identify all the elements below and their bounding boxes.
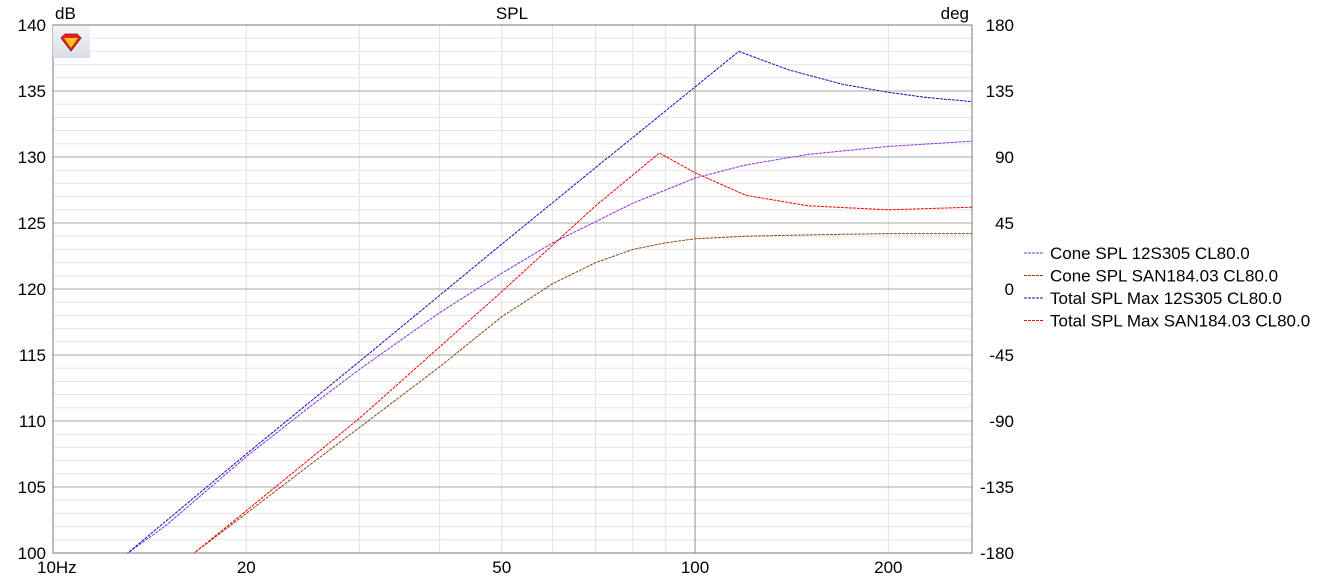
y-right-tick-label: -45 [989,346,1014,365]
y-left-tick-label: 105 [18,478,46,497]
series-line-4 [193,152,972,553]
y-left-tick-label: 110 [19,412,46,431]
legend-label: Cone SPL SAN184.03 CL80.0 [1050,267,1278,286]
chart-title: SPL [496,4,528,23]
x-tick-label: 20 [237,558,256,576]
y-right-unit-label: deg [941,4,969,23]
legend-item: Cone SPL 12S305 CL80.0 [1024,244,1250,263]
series-layer [126,50,972,553]
y-left-tick-label: 140 [18,16,46,35]
y-left-tick-label: 115 [19,346,46,365]
plot-frame [52,24,973,554]
y-right-tick-label: -135 [980,478,1014,497]
y-left-tick-label: 130 [18,148,46,167]
x-tick-label: 10Hz [37,558,77,576]
legend-label: Total SPL Max 12S305 CL80.0 [1050,289,1282,308]
y-right-tick-label: 90 [995,148,1014,167]
legend: Cone SPL 12S305 CL80.0 Cone SPL SAN184.03… [1024,244,1310,331]
legend-item: Total SPL Max SAN184.03 CL80.0 [1024,312,1310,331]
series-line-2 [193,233,972,553]
y-left-tick-label: 125 [18,214,46,233]
series-line-1 [127,140,972,553]
app-logo [53,26,90,58]
legend-label: Total SPL Max SAN184.03 CL80.0 [1050,312,1310,331]
y-left-tick-label: 135 [18,82,46,101]
y-right-tick-label: -180 [980,544,1014,563]
y-left-tick-label: 120 [18,280,46,299]
legend-item: Cone SPL SAN184.03 CL80.0 [1024,267,1278,286]
y-left-unit-label: dB [55,4,76,23]
y-right-tick-label: -90 [989,412,1014,431]
y-left-tick-label: 100 [18,544,46,563]
tick-labels: 140 135 130 125 120 115 110 105 100 180 135 90 45 0 -4… [18,16,1014,576]
x-tick-label: 50 [492,558,511,576]
x-tick-label: 100 [681,558,709,576]
y-right-tick-label: 180 [986,16,1014,35]
legend-label: Cone SPL 12S305 CL80.0 [1050,244,1250,263]
y-right-tick-label: 0 [1005,280,1014,299]
y-right-tick-label: 135 [986,82,1014,101]
major-gridlines [52,24,972,554]
series-line-3 [126,50,972,553]
minor-gridlines [52,25,972,553]
y-right-tick-label: 45 [995,214,1014,233]
legend-item: Total SPL Max 12S305 CL80.0 [1024,289,1282,308]
x-tick-label: 200 [874,558,902,576]
